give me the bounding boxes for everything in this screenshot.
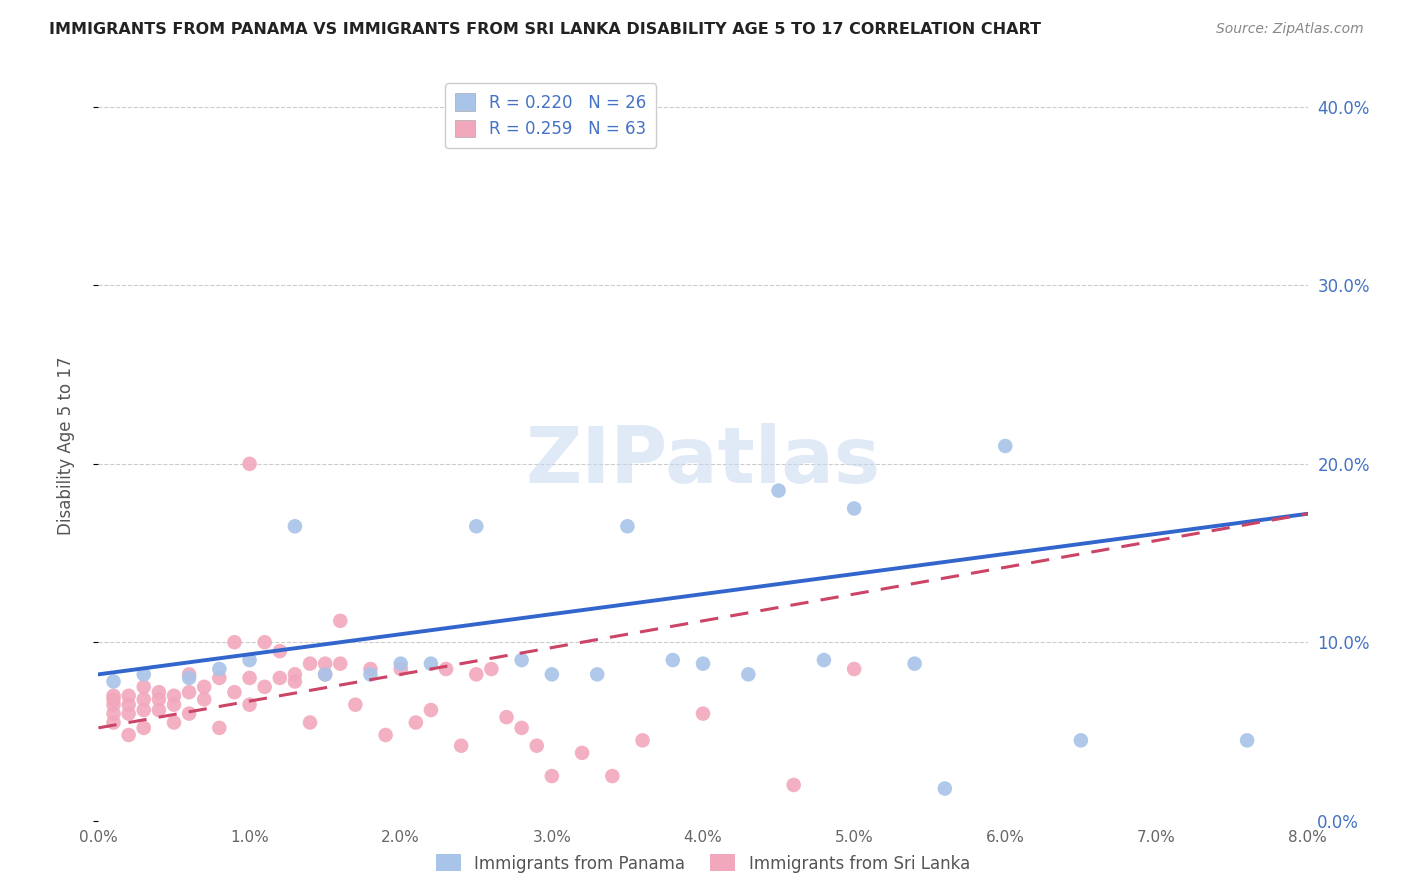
- Point: [193, 680, 215, 694]
- Point: [994, 439, 1017, 453]
- Point: [118, 728, 141, 742]
- Point: [904, 657, 927, 671]
- Point: [103, 674, 125, 689]
- Point: [163, 698, 186, 712]
- Point: [179, 671, 201, 685]
- Point: [510, 653, 533, 667]
- Point: [208, 721, 231, 735]
- Point: [360, 662, 382, 676]
- Point: [299, 657, 322, 671]
- Point: [314, 657, 336, 671]
- Point: [813, 653, 835, 667]
- Point: [616, 519, 638, 533]
- Point: [602, 769, 624, 783]
- Point: [299, 715, 322, 730]
- Point: [132, 721, 155, 735]
- Point: [586, 667, 609, 681]
- Point: [239, 671, 262, 685]
- Point: [692, 657, 714, 671]
- Point: [540, 667, 562, 681]
- Point: [103, 689, 125, 703]
- Point: [389, 662, 412, 676]
- Point: [103, 692, 125, 706]
- Point: [631, 733, 654, 747]
- Point: [179, 685, 201, 699]
- Point: [329, 614, 352, 628]
- Point: [224, 635, 246, 649]
- Point: [163, 715, 186, 730]
- Point: [389, 657, 412, 671]
- Point: [284, 674, 307, 689]
- Point: [132, 692, 155, 706]
- Legend: R = 0.220   N = 26, R = 0.259   N = 63: R = 0.220 N = 26, R = 0.259 N = 63: [446, 84, 657, 148]
- Point: [510, 721, 533, 735]
- Point: [179, 667, 201, 681]
- Point: [253, 680, 276, 694]
- Text: Source: ZipAtlas.com: Source: ZipAtlas.com: [1216, 22, 1364, 37]
- Point: [148, 685, 170, 699]
- Point: [844, 662, 866, 676]
- Legend: Immigrants from Panama, Immigrants from Sri Lanka: Immigrants from Panama, Immigrants from …: [429, 847, 977, 880]
- Y-axis label: Disability Age 5 to 17: Disability Age 5 to 17: [56, 357, 75, 535]
- Point: [239, 457, 262, 471]
- Point: [179, 706, 201, 721]
- Point: [465, 667, 488, 681]
- Point: [148, 692, 170, 706]
- Point: [571, 746, 593, 760]
- Point: [934, 781, 956, 796]
- Point: [420, 703, 443, 717]
- Point: [253, 635, 276, 649]
- Point: [314, 667, 336, 681]
- Point: [768, 483, 790, 498]
- Point: [420, 657, 443, 671]
- Point: [193, 692, 215, 706]
- Point: [208, 671, 231, 685]
- Point: [224, 685, 246, 699]
- Point: [132, 680, 155, 694]
- Text: ZIPatlas: ZIPatlas: [526, 423, 880, 499]
- Point: [374, 728, 396, 742]
- Point: [118, 689, 141, 703]
- Point: [783, 778, 806, 792]
- Point: [208, 662, 231, 676]
- Point: [1236, 733, 1258, 747]
- Point: [103, 715, 125, 730]
- Point: [540, 769, 562, 783]
- Point: [526, 739, 548, 753]
- Point: [481, 662, 503, 676]
- Point: [434, 662, 457, 676]
- Point: [132, 703, 155, 717]
- Point: [314, 667, 336, 681]
- Point: [465, 519, 488, 533]
- Point: [239, 653, 262, 667]
- Point: [163, 689, 186, 703]
- Point: [450, 739, 472, 753]
- Point: [329, 657, 352, 671]
- Point: [103, 698, 125, 712]
- Point: [103, 706, 125, 721]
- Point: [148, 703, 170, 717]
- Point: [284, 519, 307, 533]
- Point: [284, 667, 307, 681]
- Point: [269, 671, 291, 685]
- Point: [405, 715, 427, 730]
- Point: [269, 644, 291, 658]
- Point: [661, 653, 683, 667]
- Point: [495, 710, 517, 724]
- Point: [844, 501, 866, 516]
- Point: [1070, 733, 1092, 747]
- Point: [344, 698, 367, 712]
- Point: [132, 667, 155, 681]
- Point: [360, 667, 382, 681]
- Point: [692, 706, 714, 721]
- Point: [118, 706, 141, 721]
- Point: [118, 698, 141, 712]
- Point: [239, 698, 262, 712]
- Point: [737, 667, 759, 681]
- Text: IMMIGRANTS FROM PANAMA VS IMMIGRANTS FROM SRI LANKA DISABILITY AGE 5 TO 17 CORRE: IMMIGRANTS FROM PANAMA VS IMMIGRANTS FRO…: [49, 22, 1042, 37]
